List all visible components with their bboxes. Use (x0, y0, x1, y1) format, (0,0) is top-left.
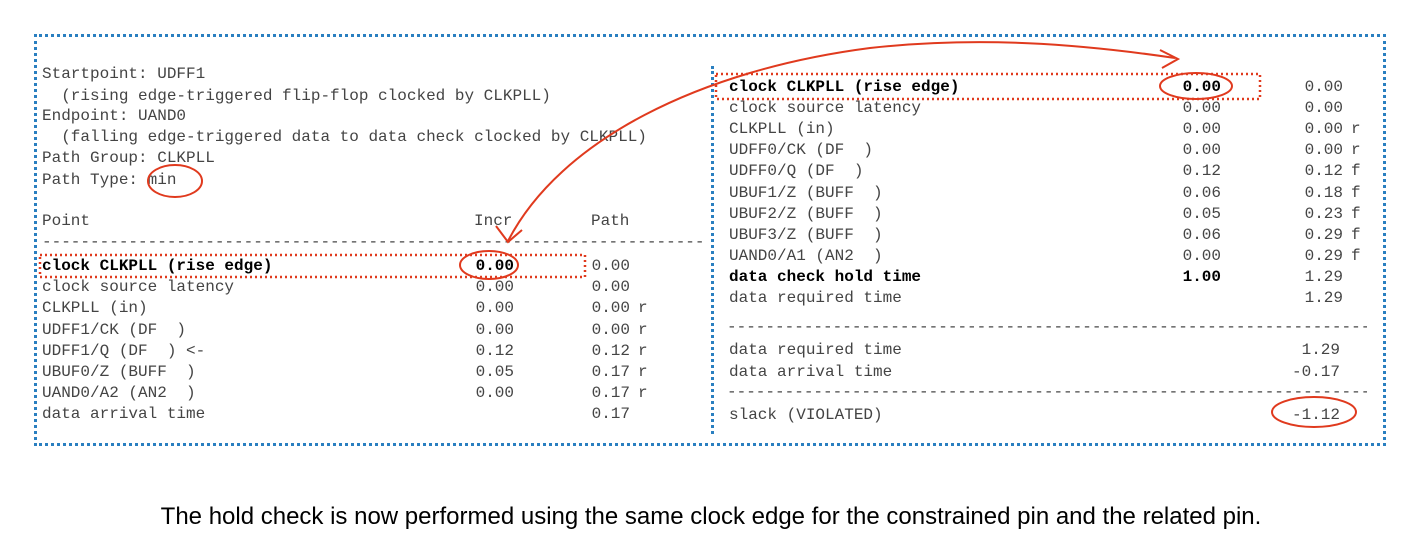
row-path: 0.23 (1304, 204, 1343, 223)
row-incr: 0.00 (1182, 120, 1221, 139)
row-point: clock source latency (729, 99, 922, 118)
summary-arrival-value: -0.17 (1291, 363, 1340, 381)
row-path: 0.00 (1304, 141, 1343, 160)
row-flag: r (638, 320, 648, 339)
row-path: 1.29 (1304, 267, 1343, 286)
row-flag: r (1351, 120, 1361, 139)
row-path: 0.29 (1304, 246, 1343, 265)
row-point: CLKPLL (in) (729, 120, 835, 139)
row-incr: 0.12 (475, 341, 514, 360)
row-incr: 0.00 (475, 278, 514, 297)
endpoint-line: Endpoint: UAND0 (42, 107, 187, 125)
row-flag: r (1351, 141, 1361, 160)
row-point: UAND0/A1 (AN2 ) (729, 246, 883, 265)
summary-required-value: 1.29 (1301, 341, 1340, 359)
row-path: 0.29 (1304, 225, 1343, 244)
row-point: clock CLKPLL (rise edge) (42, 257, 273, 275)
row-incr: 0.06 (1182, 225, 1221, 244)
row-path: 0.17 (591, 384, 630, 403)
column-divider (711, 66, 714, 434)
row-point: clock CLKPLL (rise edge) (729, 78, 960, 96)
row-point: clock source latency (42, 278, 235, 297)
summary-required-label: data required time (729, 341, 902, 359)
path-type-line: Path Type: min (42, 171, 176, 189)
row-path: 0.00 (591, 278, 630, 297)
row-point: UBUF2/Z (BUFF ) (729, 204, 883, 223)
row-incr: 1.00 (1182, 267, 1221, 286)
row-point: CLKPLL (in) (42, 299, 148, 318)
slack-label: slack (VIOLATED) (729, 406, 883, 424)
row-path: 0.12 (591, 341, 630, 360)
row-flag: r (638, 341, 648, 360)
row-incr (454, 405, 514, 423)
path-type-value: min (147, 171, 177, 189)
row-flag: r (638, 363, 648, 381)
row-path: 0.00 (1304, 120, 1343, 139)
row-flag: f (1351, 246, 1361, 265)
slack-value: -1.12 (1291, 406, 1340, 424)
timing-report-frame (34, 34, 1386, 446)
row-flag: r (638, 384, 648, 403)
path-type-label: Path Type: (42, 171, 148, 189)
row-path: 0.17 (591, 405, 630, 424)
row-point: UAND0/A2 (AN2 ) (42, 384, 196, 403)
col-header-incr: Incr (474, 212, 513, 230)
row-point: data check hold time (729, 267, 922, 286)
path-group-line: Path Group: CLKPLL (42, 149, 215, 167)
startpoint-line: Startpoint: UDFF1 (42, 65, 206, 83)
row-incr: 0.00 (1182, 141, 1221, 160)
row-flag: f (1351, 183, 1361, 202)
row-path: 0.00 (1304, 99, 1343, 118)
row-incr: 0.00 (475, 320, 514, 339)
row-flag: r (638, 299, 648, 318)
row-incr: 0.00 (475, 384, 514, 403)
row-path: 1.29 (1304, 289, 1343, 307)
row-incr: 0.00 (475, 257, 514, 275)
row-path: 0.00 (1304, 78, 1343, 96)
right-separator-1: ----------------------------------------… (727, 318, 1367, 336)
summary-arrival-label: data arrival time (729, 363, 893, 381)
row-incr: 0.00 (475, 299, 514, 318)
row-incr: 0.00 (1182, 99, 1221, 118)
row-flag: f (1351, 204, 1361, 223)
row-point: UDFF0/Q (DF ) (729, 162, 864, 181)
startpoint-desc: (rising edge-triggered flip-flop clocked… (42, 87, 551, 105)
row-incr: 0.00 (1182, 78, 1221, 96)
row-path: 0.00 (591, 299, 630, 318)
row-point: UBUF3/Z (BUFF ) (729, 225, 883, 244)
row-incr: 0.06 (1182, 183, 1221, 202)
row-point: UBUF0/Z (BUFF ) (42, 363, 196, 381)
row-incr (1161, 289, 1221, 307)
row-path: 0.18 (1304, 183, 1343, 202)
row-point: data required time (729, 289, 902, 307)
row-point: UDFF1/CK (DF ) (42, 320, 187, 339)
right-separator-2: ----------------------------------------… (727, 383, 1367, 401)
row-incr: 0.00 (1182, 246, 1221, 265)
row-point: UDFF0/CK (DF ) (729, 141, 874, 160)
row-point: data arrival time (42, 405, 206, 424)
row-incr: 0.12 (1182, 162, 1221, 181)
row-point: UDFF1/Q (DF ) <- (42, 341, 206, 360)
row-point: UBUF1/Z (BUFF ) (729, 183, 883, 202)
row-path: 0.12 (1304, 162, 1343, 181)
row-path: 0.00 (591, 257, 630, 275)
row-path: 0.17 (591, 363, 630, 381)
caption: The hold check is now performed using th… (160, 503, 1262, 530)
endpoint-desc: (falling edge-triggered data to data che… (42, 128, 647, 146)
row-flag: f (1351, 225, 1361, 244)
row-incr: 0.05 (1182, 204, 1221, 223)
row-flag: f (1351, 162, 1361, 181)
col-header-path: Path (591, 212, 630, 230)
row-path: 0.00 (591, 320, 630, 339)
left-separator: ----------------------------------------… (42, 233, 707, 251)
row-incr: 0.05 (475, 363, 514, 381)
col-header-point: Point (42, 212, 91, 230)
